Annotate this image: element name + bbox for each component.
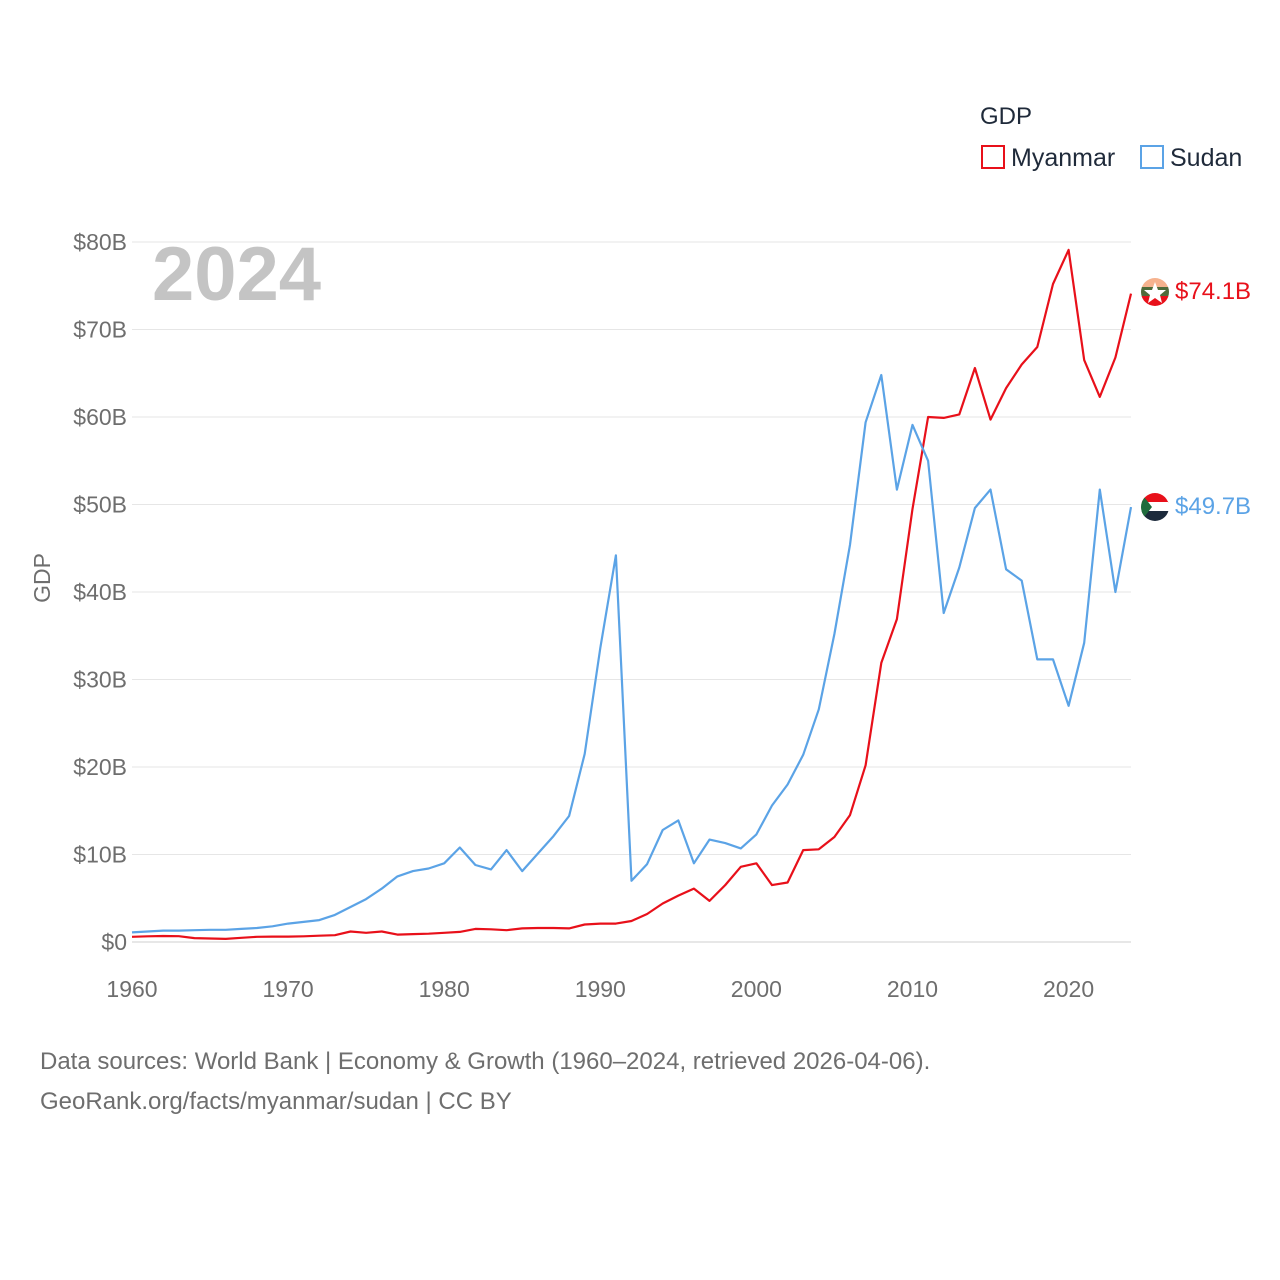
y-tick-label: $20B xyxy=(73,754,127,780)
source-note: Data sources: World Bank | Economy & Gro… xyxy=(40,1042,1240,1122)
y-tick-label: $0 xyxy=(101,929,127,955)
legend-swatch-myanmar[interactable] xyxy=(981,145,1005,169)
gridlines xyxy=(132,241,1131,943)
legend-swatch-sudan[interactable] xyxy=(1140,145,1164,169)
x-tick-label: 1980 xyxy=(419,976,470,1002)
y-tick-label: $10B xyxy=(73,842,127,868)
x-tick-label: 1970 xyxy=(263,976,314,1002)
series-line-myanmar[interactable] xyxy=(131,248,1133,941)
series-line-sudan[interactable] xyxy=(131,373,1133,934)
y-tick-label: $30B xyxy=(73,667,127,693)
y-axis-title: GDP xyxy=(29,553,55,603)
legend-label-sudan[interactable]: Sudan xyxy=(1170,144,1242,172)
legend: GDP Myanmar Sudan xyxy=(980,103,1242,172)
x-tick-label: 2010 xyxy=(887,976,938,1002)
y-tick-label: $50B xyxy=(73,492,127,518)
x-tick-label: 2000 xyxy=(731,976,782,1002)
current-year-label: 2024 xyxy=(152,232,321,317)
myanmar-flag-icon xyxy=(1141,278,1169,306)
x-tick-label: 2020 xyxy=(1043,976,1094,1002)
end-label-sudan: $49.7B xyxy=(1175,493,1251,520)
legend-label-myanmar[interactable]: Myanmar xyxy=(1011,144,1115,172)
y-tick-label: $70B xyxy=(73,317,127,343)
x-tick-label: 1960 xyxy=(106,976,157,1002)
sudan-flag-icon xyxy=(1141,493,1169,521)
source-line: Data sources: World Bank | Economy & Gro… xyxy=(40,1048,931,1075)
y-tick-label: $80B xyxy=(73,229,127,255)
y-tick-label: $40B xyxy=(73,579,127,605)
y-tick-labels: $0 $10B $20B $30B $40B $50B $60B $70B $80B xyxy=(73,229,127,955)
legend-title: GDP xyxy=(980,103,1032,130)
x-tick-labels: 1960 1970 1980 1990 2000 2010 2020 xyxy=(106,976,1094,1002)
x-tick-label: 1990 xyxy=(575,976,626,1002)
source-link[interactable]: GeoRank.org/facts/myanmar/sudan | CC BY xyxy=(40,1088,512,1115)
y-tick-label: $60B xyxy=(73,404,127,430)
end-label-myanmar: $74.1B xyxy=(1175,278,1251,305)
series-lines xyxy=(131,248,1133,941)
